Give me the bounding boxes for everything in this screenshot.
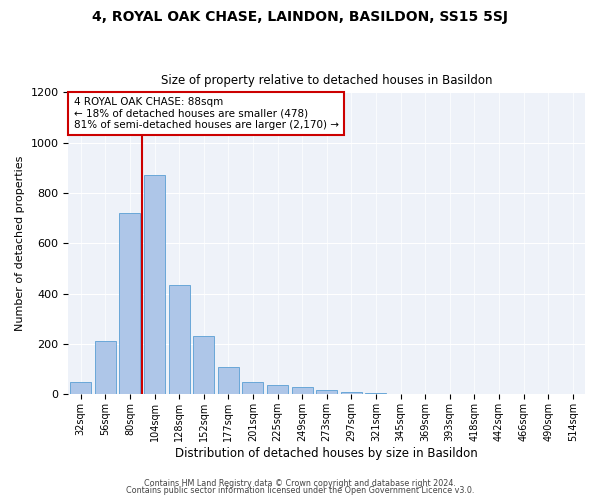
Bar xyxy=(70,382,91,394)
Bar xyxy=(316,390,337,394)
Bar xyxy=(95,342,116,394)
Bar xyxy=(242,382,263,394)
Bar xyxy=(218,366,239,394)
Text: 4, ROYAL OAK CHASE, LAINDON, BASILDON, SS15 5SJ: 4, ROYAL OAK CHASE, LAINDON, BASILDON, S… xyxy=(92,10,508,24)
Y-axis label: Number of detached properties: Number of detached properties xyxy=(15,156,25,331)
Bar xyxy=(193,336,214,394)
Text: 4 ROYAL OAK CHASE: 88sqm
← 18% of detached houses are smaller (478)
81% of semi-: 4 ROYAL OAK CHASE: 88sqm ← 18% of detach… xyxy=(74,97,338,130)
Text: Contains HM Land Registry data © Crown copyright and database right 2024.: Contains HM Land Registry data © Crown c… xyxy=(144,478,456,488)
Bar xyxy=(267,384,288,394)
Bar xyxy=(119,213,140,394)
Bar xyxy=(292,388,313,394)
Text: Contains public sector information licensed under the Open Government Licence v3: Contains public sector information licen… xyxy=(126,486,474,495)
Bar xyxy=(365,393,386,394)
Bar xyxy=(341,392,362,394)
Bar xyxy=(144,176,165,394)
Title: Size of property relative to detached houses in Basildon: Size of property relative to detached ho… xyxy=(161,74,493,87)
Bar xyxy=(169,285,190,395)
X-axis label: Distribution of detached houses by size in Basildon: Distribution of detached houses by size … xyxy=(175,447,478,460)
